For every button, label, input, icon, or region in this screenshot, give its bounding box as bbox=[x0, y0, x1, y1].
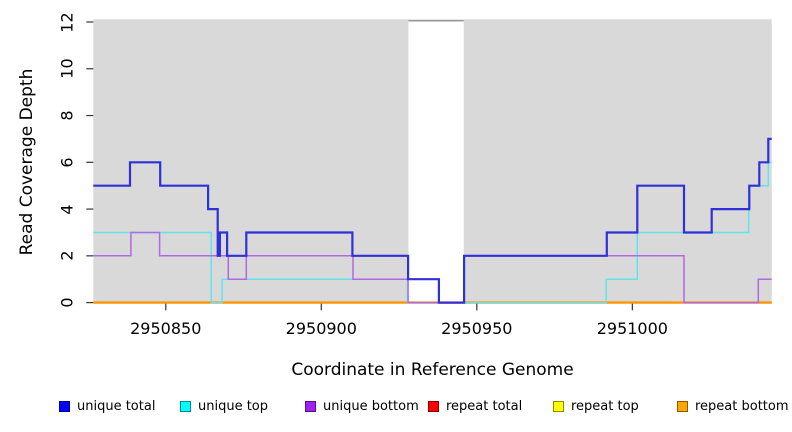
y-tick-label: 4 bbox=[57, 203, 77, 215]
x-tick-label: 2950900 bbox=[285, 319, 357, 338]
y-tick-label: 10 bbox=[57, 58, 77, 79]
x-tick-label: 2950850 bbox=[130, 319, 202, 338]
x-axis-title: Coordinate in Reference Genome bbox=[291, 360, 574, 380]
y-tick-label: 0 bbox=[57, 297, 77, 308]
y-tick-label: 12 bbox=[57, 11, 77, 33]
series-line-unique-bottom bbox=[93, 231, 772, 304]
y-tick-label: 8 bbox=[57, 110, 77, 121]
x-tick-label: 2951000 bbox=[596, 319, 668, 338]
series-line-unique-total bbox=[93, 137, 772, 304]
y-tick-label: 6 bbox=[57, 157, 77, 168]
y-tick-label: 2 bbox=[57, 250, 77, 261]
x-tick-label: 2950950 bbox=[441, 319, 513, 338]
masked-region bbox=[408, 20, 464, 304]
y-axis-title: Read Coverage Depth bbox=[17, 68, 37, 256]
